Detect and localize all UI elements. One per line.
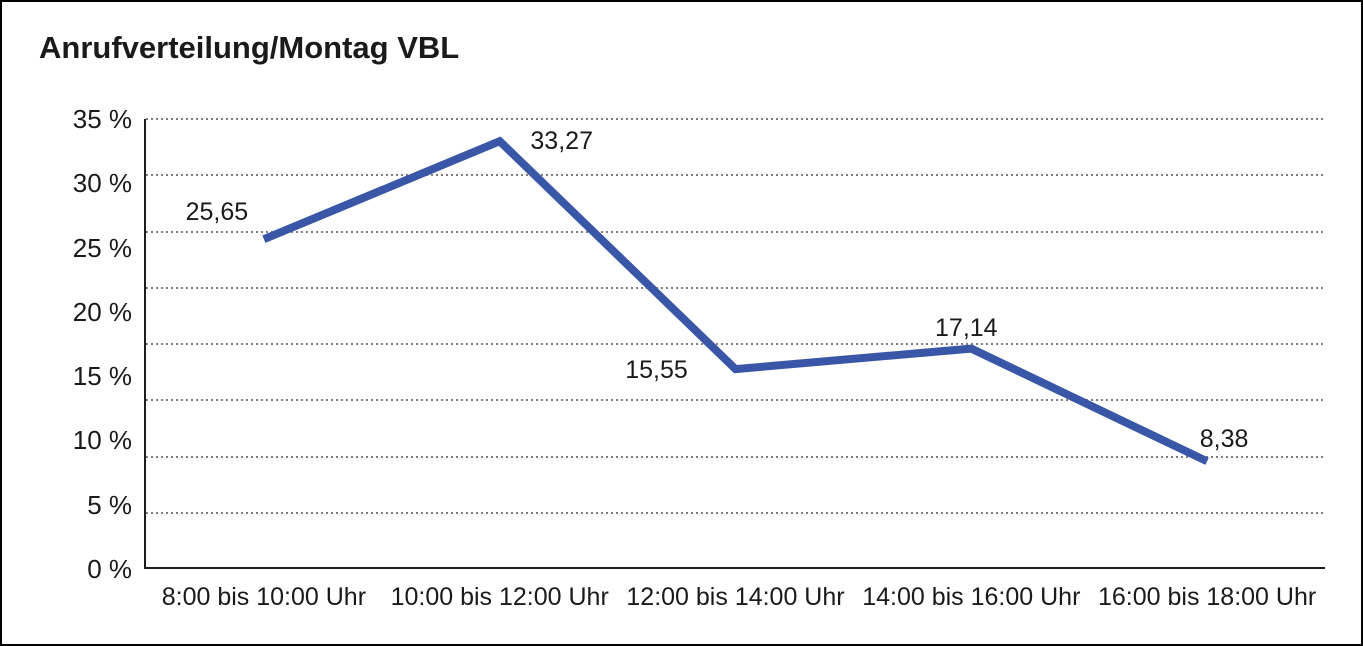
y-tick-label: 5 % [87,489,132,520]
data-point-value-label: 33,27 [530,127,593,156]
x-axis-line [144,567,1325,569]
data-point-value-label: 15,55 [625,356,688,385]
horizontal-gridline [146,230,1325,233]
horizontal-gridline [146,399,1325,402]
y-tick-label: 30 % [72,168,132,199]
data-point-value-label: 25,65 [185,198,249,227]
chart-title: Anrufverteilung/Montag VBL [39,30,460,65]
data-point-value-label: 8,38 [1199,425,1249,454]
horizontal-gridline [146,174,1325,177]
y-axis-line [144,119,146,569]
x-tick-label: 16:00 bis 18:00 Uhr [1097,583,1317,611]
y-tick-label: 10 % [72,425,132,456]
horizontal-gridline [146,343,1325,345]
x-tick-label: 12:00 bis 14:00 Uhr [626,583,845,611]
y-tick-label: 0 % [87,554,132,584]
horizontal-gridline [146,511,1325,514]
data-line [262,136,1209,465]
horizontal-gridline [146,286,1325,289]
x-tick-label: 10:00 bis 12:00 Uhr [390,583,609,611]
data-point-value-label: 17,14 [935,313,998,342]
horizontal-gridline [146,118,1325,120]
y-tick-label: 35 % [72,104,132,134]
y-tick-label: 15 % [72,361,132,392]
x-tick-label: 14:00 bis 16:00 Uhr [862,583,1081,611]
y-tick-label: 20 % [72,296,132,327]
x-tick-label: 8:00 bis 10:00 Uhr [161,583,367,611]
y-tick-label: 25 % [72,232,132,263]
horizontal-gridline [146,455,1325,458]
